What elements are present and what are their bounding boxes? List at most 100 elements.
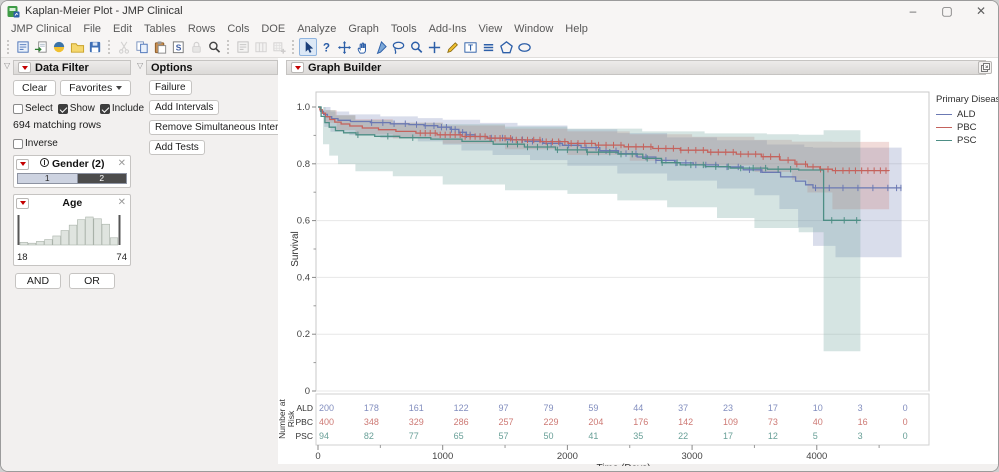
oval-tool-icon[interactable]: [515, 38, 533, 56]
clear-button[interactable]: Clear: [13, 80, 57, 96]
menu-rows[interactable]: Rows: [187, 23, 216, 35]
legend-item-ald[interactable]: ALD: [936, 108, 998, 121]
svg-text:77: 77: [409, 431, 419, 441]
menu-add-ins[interactable]: Add-Ins: [428, 23, 467, 35]
remove-simultaneous-intervals-button[interactable]: Remove Simultaneous Intervals: [149, 120, 303, 135]
legend-item-psc[interactable]: PSC: [936, 134, 998, 147]
annotate-tool-icon[interactable]: [443, 38, 461, 56]
open-script-icon[interactable]: [32, 38, 50, 56]
age-menu-button[interactable]: [16, 197, 29, 209]
or-button[interactable]: OR: [69, 273, 115, 289]
script-window-icon[interactable]: S: [169, 38, 187, 56]
svg-text:329: 329: [409, 417, 424, 427]
gender-segment-2[interactable]: 2: [77, 173, 127, 184]
svg-text:4000: 4000: [806, 451, 827, 462]
svg-text:257: 257: [499, 417, 514, 427]
svg-text:?: ?: [322, 41, 329, 54]
failure-button[interactable]: Failure: [149, 80, 192, 95]
collapse-wedge-options[interactable]: ▽: [137, 61, 144, 70]
legend-label: PSC: [957, 135, 977, 146]
new-journal-icon[interactable]: [14, 38, 32, 56]
open-folder-icon[interactable]: [68, 38, 86, 56]
svg-text:82: 82: [364, 431, 374, 441]
close-icon[interactable]: ✕: [117, 158, 126, 169]
svg-text:0.4: 0.4: [297, 272, 310, 283]
python-icon[interactable]: [50, 38, 68, 56]
crosshair-tool-icon[interactable]: [425, 38, 443, 56]
svg-text:17: 17: [723, 431, 733, 441]
red-triangle-icon: [19, 162, 26, 166]
favorites-button[interactable]: Favorites: [60, 80, 132, 96]
options-header: Options: [146, 60, 278, 75]
menu-cols[interactable]: Cols: [227, 23, 250, 35]
menu-graph[interactable]: Graph: [348, 23, 379, 35]
grabber-tool-icon[interactable]: [353, 38, 371, 56]
menu-help[interactable]: Help: [565, 23, 588, 35]
detach-report-icon[interactable]: [978, 61, 992, 74]
svg-text:40: 40: [813, 417, 823, 427]
text-tool-icon[interactable]: T: [461, 38, 479, 56]
toolbar-grip: [292, 40, 294, 54]
save-icon[interactable]: [86, 38, 104, 56]
menu-analyze[interactable]: Analyze: [297, 23, 337, 35]
menu-doe[interactable]: DOE: [261, 23, 286, 35]
km-plot[interactable]: 0 0.2 0.4 0.6 0.8 1.0 Survival ALD 200 178 161 122 9…: [277, 77, 999, 471]
km-plot-svg[interactable]: 0 0.2 0.4 0.6 0.8 1.0 Survival ALD 200 178 161 122 9…: [277, 77, 999, 471]
age-min-label: 18: [17, 252, 28, 263]
maximize-button[interactable]: ▢: [941, 4, 953, 18]
filter-mode-checkboxes: Select Show Include: [13, 103, 144, 114]
menu-file[interactable]: File: [83, 23, 102, 35]
svg-text:PBC: PBC: [296, 417, 313, 427]
lasso-tool-icon[interactable]: [389, 38, 407, 56]
copy-icon[interactable]: [133, 38, 151, 56]
svg-text:17: 17: [768, 403, 778, 413]
red-triangle-icon: [19, 201, 26, 205]
polygon-tool-icon[interactable]: [497, 38, 515, 56]
svg-text:204: 204: [588, 417, 603, 427]
age-filter-card: Age ✕ 18 74: [13, 194, 131, 266]
include-checkbox[interactable]: [99, 103, 110, 114]
close-icon[interactable]: ✕: [117, 197, 126, 208]
minimize-button[interactable]: –: [909, 4, 917, 18]
menu-jmp-clinical[interactable]: JMP Clinical: [11, 23, 72, 35]
menu-view[interactable]: View: [478, 23, 503, 35]
cut-icon: [115, 38, 133, 56]
gender-label: Gender (2): [52, 158, 105, 170]
brush-tool-icon[interactable]: [371, 38, 389, 56]
menu-tables[interactable]: Tables: [144, 23, 176, 35]
svg-text:S: S: [175, 42, 181, 52]
svg-text:5: 5: [813, 431, 818, 441]
menu-window[interactable]: Window: [514, 23, 554, 35]
line-tool-icon[interactable]: [479, 38, 497, 56]
app-logo-icon: [7, 5, 20, 17]
close-button[interactable]: ✕: [975, 4, 987, 18]
svg-text:37: 37: [678, 403, 688, 413]
magnifier-tool-icon[interactable]: [407, 38, 425, 56]
collapse-wedge-data-filter[interactable]: ▽: [4, 61, 11, 70]
add-tests-button[interactable]: Add Tests: [149, 140, 205, 155]
help-tool-icon[interactable]: ?: [317, 38, 335, 56]
menu-tools[interactable]: Tools: [390, 23, 417, 35]
data-filter-menu-button[interactable]: [18, 62, 31, 73]
red-triangle-icon: [294, 65, 301, 70]
menu-edit[interactable]: Edit: [113, 23, 133, 35]
show-checkbox[interactable]: [57, 103, 68, 114]
paste-icon[interactable]: [151, 38, 169, 56]
age-histogram[interactable]: [17, 211, 127, 252]
legend-label: PBC: [957, 122, 977, 133]
graph-builder-menu-button[interactable]: [291, 62, 304, 73]
legend-item-pbc[interactable]: PBC: [936, 121, 998, 134]
select-checkbox[interactable]: [13, 103, 23, 114]
inverse-checkbox[interactable]: [13, 138, 23, 149]
svg-text:23: 23: [723, 403, 733, 413]
gender-segment-1[interactable]: 1: [17, 173, 78, 184]
arrow-tool-icon[interactable]: [299, 38, 317, 56]
mover-tool-icon[interactable]: [335, 38, 353, 56]
title-bar: Kaplan-Meier Plot - JMP Clinical – ▢ ✕: [1, 1, 998, 21]
and-button[interactable]: AND: [15, 273, 61, 289]
gender-menu-button[interactable]: [16, 158, 29, 170]
add-intervals-button[interactable]: Add Intervals: [149, 100, 220, 115]
search-icon[interactable]: [205, 38, 223, 56]
